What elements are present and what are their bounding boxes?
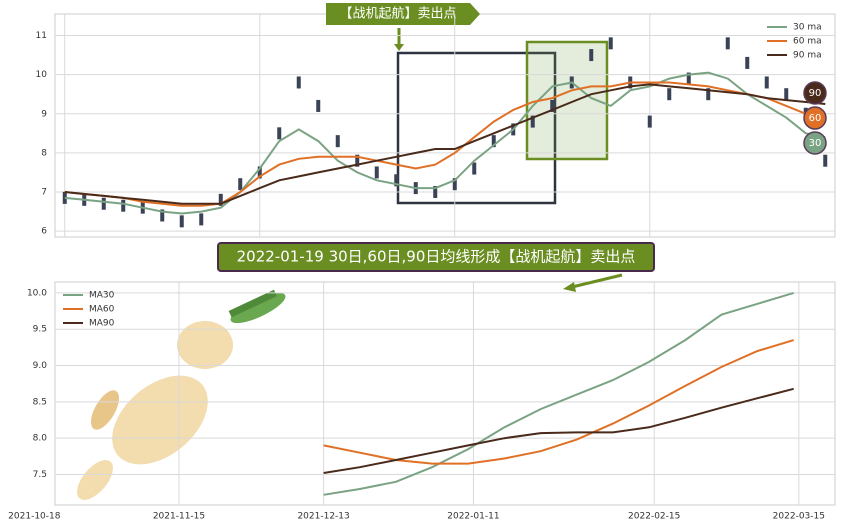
x-tick-label: 2022-03-15 — [773, 512, 825, 522]
plane-illustration — [228, 289, 286, 324]
candle — [589, 49, 594, 62]
y-tick-label: 7.5 — [33, 470, 47, 480]
candle — [238, 178, 243, 191]
candle — [199, 213, 204, 226]
candle — [706, 88, 711, 101]
highlight-box — [396, 51, 557, 205]
end-badge-label: 30 — [809, 138, 822, 149]
legend-label: MA90 — [89, 319, 115, 329]
legend-label: 90 ma — [793, 51, 822, 61]
candle — [121, 199, 126, 212]
y-tick-label: 11 — [36, 31, 47, 41]
candle — [335, 135, 340, 148]
y-tick-label: 10.0 — [27, 288, 47, 298]
x-tick-label: 2022-02-15 — [628, 512, 680, 522]
candle — [823, 154, 828, 167]
highlight-box — [525, 40, 609, 161]
x-tick-label: 2021-11-15 — [153, 512, 205, 522]
end-badge — [803, 81, 827, 105]
series-line — [64, 81, 826, 207]
candle — [277, 127, 282, 140]
candle — [355, 154, 360, 167]
candle — [550, 99, 555, 112]
y-tick-label: 8.5 — [33, 397, 47, 407]
y-tick-label: 8 — [41, 148, 47, 158]
end-badge — [803, 131, 827, 155]
series-line — [64, 71, 826, 215]
candle — [452, 178, 457, 191]
candle — [101, 197, 106, 210]
end-badge — [803, 106, 827, 130]
y-tick-label: 10 — [36, 70, 48, 80]
candle — [257, 166, 262, 179]
candle — [218, 193, 223, 206]
y-tick-label: 8.0 — [33, 434, 48, 444]
legend-label: MA60 — [89, 305, 115, 315]
candle — [686, 72, 691, 85]
candle — [160, 209, 165, 222]
candle — [608, 37, 613, 50]
dog-illustration — [77, 321, 233, 500]
legend-label: MA30 — [89, 291, 115, 301]
candle — [784, 88, 789, 101]
candle — [62, 191, 67, 204]
arrow — [563, 282, 576, 292]
candle — [764, 76, 769, 89]
y-tick-label: 9.5 — [33, 325, 47, 335]
candle — [725, 37, 730, 50]
candle — [667, 88, 672, 101]
annotation: 【战机起航】卖出点 — [339, 6, 456, 22]
candle — [296, 76, 301, 89]
series-line — [323, 387, 794, 474]
end-badge-label: 60 — [809, 113, 822, 124]
annotation-bg — [217, 242, 655, 272]
arrow — [571, 273, 623, 289]
candle — [374, 166, 379, 179]
y-tick-label: 9 — [41, 109, 47, 119]
end-badge-label: 90 — [809, 88, 822, 99]
candle — [472, 162, 477, 175]
series-line — [323, 339, 794, 465]
candle — [394, 174, 399, 187]
candle — [179, 215, 184, 228]
y-tick-label: 7 — [41, 188, 47, 198]
y-tick-label: 9.0 — [33, 361, 48, 371]
series-line — [323, 291, 794, 496]
candle — [745, 56, 750, 69]
candle — [316, 99, 321, 112]
top-plot — [54, 13, 836, 238]
annotation: 2022-01-19 30日,60日,90日均线形成【战机起航】卖出点 — [237, 248, 636, 266]
candle — [530, 115, 535, 128]
candle — [433, 186, 438, 199]
candle — [647, 115, 652, 128]
series-line — [64, 83, 826, 205]
legend-label: 60 ma — [793, 37, 822, 47]
x-tick-label: 2021-12-13 — [297, 512, 349, 522]
x-tick-label: 2022-01-11 — [447, 512, 499, 522]
y-tick-label: 6 — [41, 227, 47, 237]
legend-label: 30 ma — [793, 23, 822, 33]
candle — [491, 135, 496, 148]
annotation-bg — [326, 3, 480, 25]
arrow — [394, 44, 404, 51]
x-tick-label: 2021-10-18 — [8, 512, 61, 522]
